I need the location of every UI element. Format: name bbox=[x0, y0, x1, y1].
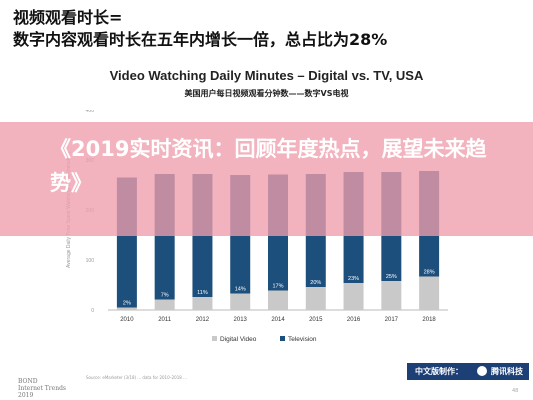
y-tick-label: 0 bbox=[91, 308, 94, 314]
data-label: 20% bbox=[310, 280, 321, 286]
page-header: 视频观看时长= 数字内容观看时长在五年内增长一倍，总占比为28% bbox=[0, 0, 533, 52]
page-number: 48 bbox=[512, 388, 519, 394]
x-tick-label: 2012 bbox=[196, 317, 210, 323]
x-tick-label: 2017 bbox=[385, 317, 399, 323]
tencent-logo-icon bbox=[477, 366, 487, 376]
chart-title: Video Watching Daily Minutes – Digital v… bbox=[109, 68, 424, 83]
bar-digital-video bbox=[343, 283, 364, 310]
data-label: 11% bbox=[197, 290, 208, 296]
bar-digital-video bbox=[305, 287, 326, 310]
y-tick-label: 400 bbox=[86, 110, 95, 114]
bar-digital-video bbox=[116, 307, 137, 310]
legend-label-digital-video: Digital Video bbox=[220, 336, 257, 343]
bar-digital-video bbox=[419, 276, 440, 310]
bar-digital-video bbox=[154, 299, 175, 310]
bond-logo-line: 2019 bbox=[18, 392, 34, 399]
legend-swatch-television bbox=[280, 336, 285, 341]
credit-bar: 中文版制作： 腾讯科技 bbox=[407, 363, 529, 380]
data-label: 23% bbox=[348, 276, 359, 282]
banner-text: 《2019实时资讯：回顾年度热点，展望未来趋势》 bbox=[50, 137, 487, 195]
data-label: 28% bbox=[424, 270, 435, 276]
header-line-1: 视频观看时长= bbox=[13, 8, 123, 27]
title-banner: 《2019实时资讯：回顾年度热点，展望未来趋势》 bbox=[0, 122, 533, 236]
bar-digital-video bbox=[192, 297, 213, 310]
x-tick-label: 2018 bbox=[422, 317, 436, 323]
source-note: Source: eMarketer (3/18) ... data for 20… bbox=[86, 375, 187, 380]
credit-label: 中文版制作： bbox=[415, 367, 463, 376]
bar-digital-video bbox=[268, 290, 288, 310]
x-tick-label: 2016 bbox=[347, 317, 361, 323]
stacked-bar-chart: 0100200300400Average Daily Time Spent Wa… bbox=[66, 110, 448, 343]
x-tick-label: 2011 bbox=[158, 317, 172, 323]
legend-swatch-digital-video bbox=[212, 336, 217, 341]
bond-logo-line: Internet Trends bbox=[18, 385, 67, 392]
chart-subtitle: 美国用户每日视频观看分钟数——数字VS电视 bbox=[184, 89, 349, 98]
credit-brand: 腾讯科技 bbox=[491, 367, 523, 376]
x-tick-label: 2015 bbox=[309, 317, 323, 323]
x-tick-label: 2013 bbox=[234, 317, 248, 323]
bar-digital-video bbox=[230, 293, 251, 310]
data-label: 7% bbox=[161, 293, 169, 299]
x-tick-label: 2014 bbox=[271, 317, 285, 323]
data-label: 17% bbox=[272, 284, 283, 290]
x-tick-label: 2010 bbox=[120, 317, 134, 323]
data-label: 14% bbox=[235, 287, 246, 293]
y-tick-label: 100 bbox=[86, 258, 95, 264]
bond-logo: BOND Internet Trends 2019 bbox=[18, 378, 66, 399]
bond-logo-line: BOND bbox=[18, 378, 38, 385]
legend-label-television: Television bbox=[288, 336, 317, 343]
data-label: 2% bbox=[123, 301, 131, 307]
data-label: 25% bbox=[386, 274, 397, 280]
header-line-2: 数字内容观看时长在五年内增长一倍，总占比为28% bbox=[13, 30, 388, 49]
bar-digital-video bbox=[381, 281, 402, 310]
